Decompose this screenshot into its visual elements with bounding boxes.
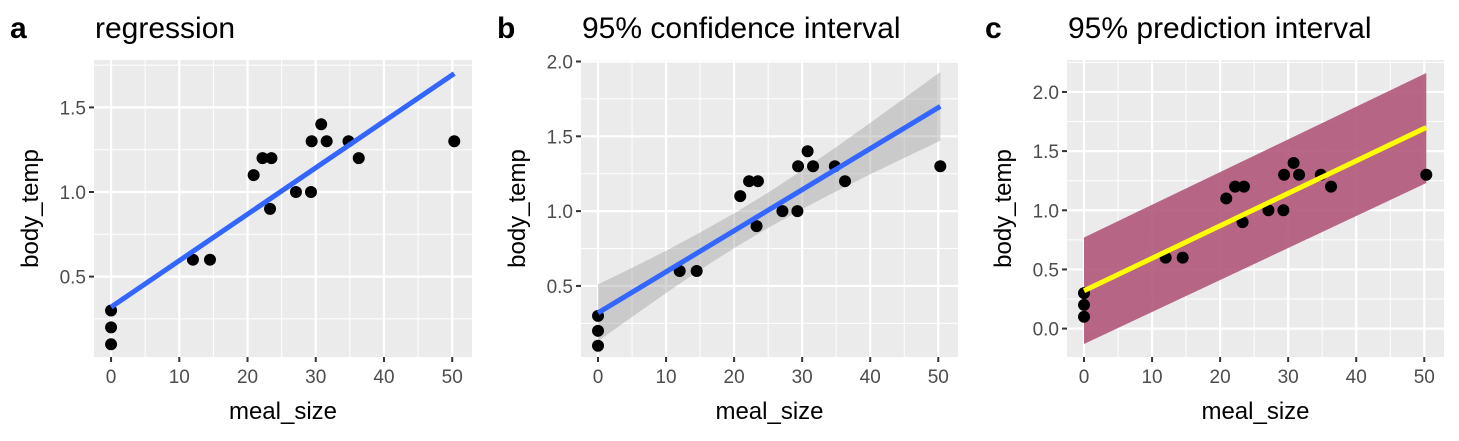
data-point xyxy=(592,339,605,352)
x-tick-label: 40 xyxy=(860,367,881,388)
data-point xyxy=(776,205,789,218)
y-tick-label: 2.0 xyxy=(547,52,573,73)
x-axis-label: meal_size xyxy=(229,398,337,425)
panel-tag: c xyxy=(985,12,1002,45)
y-tick-label: 1.0 xyxy=(547,202,573,223)
x-tick-label: 20 xyxy=(1210,367,1231,388)
data-point xyxy=(1325,180,1338,193)
data-point xyxy=(801,145,814,158)
y-tick-label: 2.0 xyxy=(1033,83,1059,104)
data-point xyxy=(734,190,747,203)
data-point xyxy=(247,169,260,182)
x-tick-label: 50 xyxy=(1414,367,1435,388)
regression-line xyxy=(109,71,456,310)
data-point xyxy=(1220,192,1233,205)
y-axis-label: body_temp xyxy=(17,149,44,268)
x-tick-label: 30 xyxy=(1278,367,1299,388)
y-tick-label: 0.5 xyxy=(547,277,573,298)
data-point xyxy=(186,253,199,266)
data-point xyxy=(1278,168,1291,181)
data-point xyxy=(1237,180,1250,193)
data-point xyxy=(305,135,318,148)
data-point xyxy=(289,186,302,198)
panel-tag: b xyxy=(497,12,515,45)
data-point xyxy=(934,160,947,173)
y-tick-label: 1.5 xyxy=(1033,142,1059,163)
data-point xyxy=(1287,156,1300,169)
data-point xyxy=(265,152,278,165)
data-point xyxy=(264,202,277,215)
y-tick-label: 1.0 xyxy=(1033,201,1059,222)
data-point xyxy=(592,324,605,337)
panel-b: 0 10 20 30 40 50 0.5 1.0 1.5 2.0 b 95% confidence i… xyxy=(497,12,958,425)
data-point xyxy=(105,338,118,351)
data-point xyxy=(1078,310,1091,323)
data-point xyxy=(105,321,118,334)
data-point xyxy=(807,160,820,173)
x-tick-label: 0 xyxy=(106,367,117,388)
regression-line xyxy=(1082,125,1428,293)
x-tick-label: 0 xyxy=(593,367,604,388)
y-tick-label: 0.5 xyxy=(60,268,86,289)
panel-c: 0 10 20 30 40 50 0.0 0.5 1.0 1.5 2.0 c 95% predictio… xyxy=(985,12,1444,425)
panel-a: 0 10 20 30 40 50 0.5 1.0 1.5 a regression meal_size… xyxy=(10,12,472,425)
data-point xyxy=(1293,168,1306,181)
x-tick-label: 40 xyxy=(373,367,394,388)
data-point xyxy=(690,264,703,277)
panel-title: regression xyxy=(95,12,235,45)
x-axis-label: meal_size xyxy=(715,398,823,425)
y-axis-label: body_temp xyxy=(990,149,1017,268)
plot-background xyxy=(94,60,472,357)
x-tick-label: 30 xyxy=(792,367,813,388)
data-point xyxy=(352,152,365,165)
data-point xyxy=(791,205,804,218)
data-point xyxy=(1078,298,1091,311)
x-tick-label: 10 xyxy=(169,367,190,388)
y-tick-label: 0.5 xyxy=(1033,260,1059,281)
panel-title: 95% confidence interval xyxy=(582,12,901,45)
x-axis-label: meal_size xyxy=(1201,398,1309,425)
y-tick-label: 1.5 xyxy=(60,98,86,119)
x-tick-label: 10 xyxy=(1141,367,1162,388)
data-point xyxy=(743,175,756,188)
data-point xyxy=(320,135,333,148)
x-tick-label: 40 xyxy=(1346,367,1367,388)
data-point xyxy=(792,160,805,173)
x-tick-label: 50 xyxy=(928,367,949,388)
y-tick-label: 1.0 xyxy=(60,183,86,204)
data-point xyxy=(1420,168,1433,181)
data-point xyxy=(751,175,764,188)
data-point xyxy=(203,253,216,266)
x-tick-label: 20 xyxy=(237,367,258,388)
data-point xyxy=(750,220,763,233)
data-point xyxy=(315,118,328,131)
data-point xyxy=(839,175,852,188)
x-tick-label: 20 xyxy=(724,367,745,388)
data-point xyxy=(1176,251,1189,264)
y-axis-label: body_temp xyxy=(504,149,531,268)
data-point xyxy=(256,152,269,165)
x-tick-label: 50 xyxy=(442,367,463,388)
y-tick-label: 0.0 xyxy=(1033,320,1059,341)
y-tick-label: 1.5 xyxy=(547,127,573,148)
data-point xyxy=(1262,204,1275,217)
panel-tag: a xyxy=(10,12,27,45)
data-point xyxy=(448,135,461,148)
data-point xyxy=(304,186,317,198)
data-point xyxy=(1277,204,1290,217)
data-point xyxy=(1229,180,1242,193)
x-tick-label: 30 xyxy=(305,367,326,388)
panel-title: 95% prediction interval xyxy=(1068,12,1372,45)
x-tick-label: 10 xyxy=(655,367,676,388)
x-tick-label: 0 xyxy=(1079,367,1090,388)
regression-line xyxy=(596,104,942,316)
